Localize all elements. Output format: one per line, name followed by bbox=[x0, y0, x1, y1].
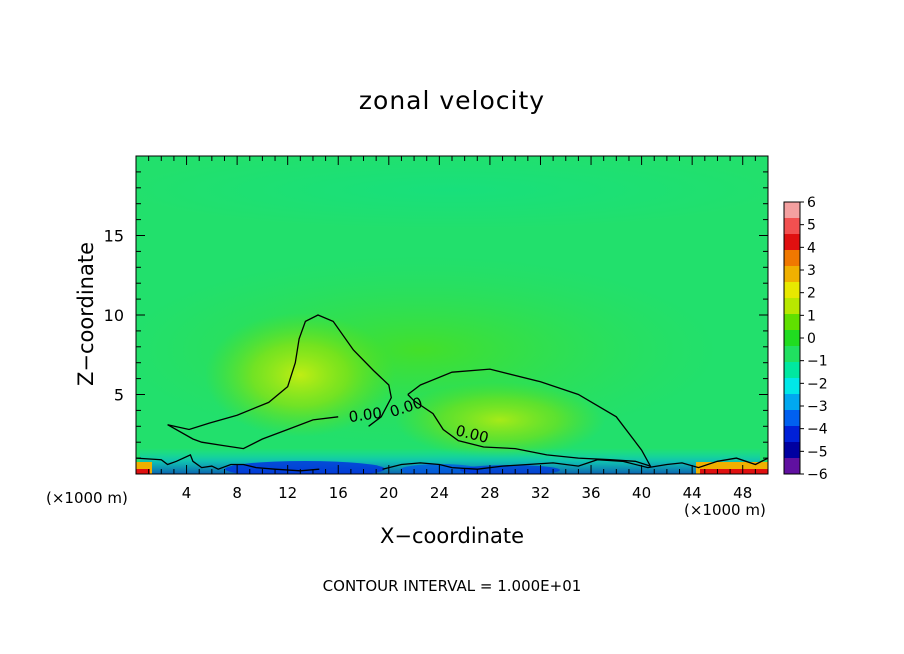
surface-strong-left bbox=[136, 469, 150, 474]
contour-line bbox=[407, 368, 652, 468]
colorbar-label: 4 bbox=[807, 240, 816, 256]
surface-strong-right bbox=[700, 469, 768, 474]
x-tick-label: 12 bbox=[278, 484, 297, 502]
chart-title: zonal velocity bbox=[358, 86, 546, 115]
colorbar-label: −5 bbox=[807, 444, 828, 460]
colorbar-swatch bbox=[784, 298, 800, 315]
contour-line bbox=[382, 457, 768, 470]
colorbar-label: 0 bbox=[807, 331, 816, 347]
x-tick-label: 8 bbox=[232, 484, 242, 502]
negative-core-left bbox=[225, 461, 385, 474]
colorbar-swatch bbox=[784, 330, 800, 347]
colorbar-label: 3 bbox=[807, 263, 816, 279]
x-tick-label: 4 bbox=[182, 484, 192, 502]
colorbar-swatch bbox=[784, 458, 800, 475]
velocity-field bbox=[136, 156, 768, 474]
x-tick-label: 16 bbox=[329, 484, 348, 502]
colorbar: 6 5 4 3 2 1 0 −1 −2 −3 −4 −5 −6 bbox=[783, 195, 828, 483]
colorbar-label: 5 bbox=[807, 218, 816, 234]
contour-value-label: 0.00 bbox=[348, 404, 384, 426]
colorbar-swatch bbox=[784, 394, 800, 411]
x-tick-label: 20 bbox=[379, 484, 398, 502]
colorbar-swatch bbox=[784, 442, 800, 459]
x-tick-label: 24 bbox=[430, 484, 449, 502]
colorbar-swatch bbox=[784, 234, 800, 251]
x-tick-label: 48 bbox=[733, 484, 752, 502]
x-tick-label: 36 bbox=[581, 484, 600, 502]
positive-core-right bbox=[395, 382, 605, 458]
y-tick-label: 15 bbox=[104, 227, 124, 246]
colorbar-label: 6 bbox=[807, 195, 816, 211]
positive-core-left bbox=[205, 313, 395, 437]
contour-interval-note: CONTOUR INTERVAL = 1.000E+01 bbox=[322, 577, 582, 595]
colorbar-swatch bbox=[784, 218, 800, 235]
contour-line bbox=[167, 314, 392, 431]
colorbar-label: 1 bbox=[807, 308, 816, 324]
x-unit-note: (×1000 m) bbox=[684, 501, 766, 519]
y-tick-label: 10 bbox=[104, 306, 124, 325]
x-tick-label: 44 bbox=[683, 484, 702, 502]
colorbar-label: −2 bbox=[807, 376, 828, 392]
colorbar-label: −1 bbox=[807, 354, 828, 370]
contour-line bbox=[136, 454, 320, 472]
colorbar-label: 2 bbox=[807, 286, 816, 302]
x-axis-label: X−coordinate bbox=[380, 524, 524, 548]
x-tick-label: 32 bbox=[531, 484, 550, 502]
colorbar-label: −6 bbox=[807, 467, 828, 483]
colorbar-swatch bbox=[784, 426, 800, 443]
colorbar-swatch bbox=[784, 266, 800, 283]
colorbar-swatch bbox=[784, 362, 800, 379]
y-tick-label: 5 bbox=[114, 386, 124, 405]
negative-core-mid bbox=[400, 464, 480, 474]
x-tick-label: 40 bbox=[632, 484, 651, 502]
colorbar-swatch bbox=[784, 410, 800, 427]
x-tick-label: 28 bbox=[480, 484, 499, 502]
contour-line bbox=[167, 416, 339, 450]
colorbar-label: −3 bbox=[807, 399, 828, 415]
negative-core-right bbox=[460, 465, 560, 474]
colorbar-swatch bbox=[784, 250, 800, 267]
colorbar-swatch bbox=[784, 346, 800, 363]
colorbar-swatch bbox=[784, 202, 800, 219]
colorbar-swatch bbox=[784, 314, 800, 331]
colorbar-swatch bbox=[784, 282, 800, 299]
upper-calm-zone bbox=[136, 156, 768, 230]
colorbar-label: −4 bbox=[807, 422, 828, 438]
colorbar-swatch bbox=[784, 378, 800, 395]
z-unit-note: (×1000 m) bbox=[46, 489, 128, 507]
contour-lines bbox=[136, 314, 768, 472]
